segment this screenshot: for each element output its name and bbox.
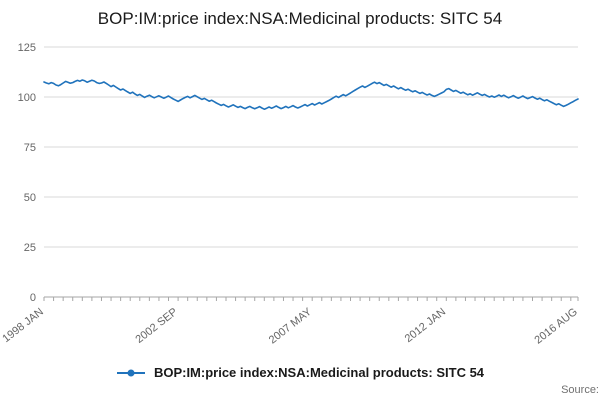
chart-title: BOP:IM:price index:NSA:Medicinal product… bbox=[97, 9, 503, 28]
y-tick-label: 100 bbox=[18, 92, 36, 104]
legend-label: BOP:IM:price index:NSA:Medicinal product… bbox=[153, 365, 485, 380]
x-tick-label: 2007 MAY bbox=[267, 306, 315, 347]
plot-area: 0 25 50 75 100 125 1998 JAN 2002 SEP 2007 MAY 201… bbox=[0, 42, 579, 347]
y-tick-label: 25 bbox=[24, 242, 36, 254]
x-tick-label: 2002 SEP bbox=[134, 306, 180, 346]
y-tick-label: 75 bbox=[24, 142, 36, 154]
legend-item[interactable]: BOP:IM:price index:NSA:Medicinal product… bbox=[0, 365, 600, 380]
y-tick-label: 125 bbox=[18, 42, 36, 54]
legend-line-marker bbox=[116, 367, 146, 379]
x-tick-label: 1998 JAN bbox=[0, 306, 45, 345]
x-tick-label: 2012 JAN bbox=[403, 306, 448, 345]
x-tick-label: 2016 AUG bbox=[532, 306, 579, 347]
y-tick-label: 0 bbox=[30, 292, 36, 304]
series-line bbox=[43, 79, 579, 110]
source-label: Source: bbox=[561, 384, 599, 396]
y-tick-label: 50 bbox=[24, 192, 36, 204]
